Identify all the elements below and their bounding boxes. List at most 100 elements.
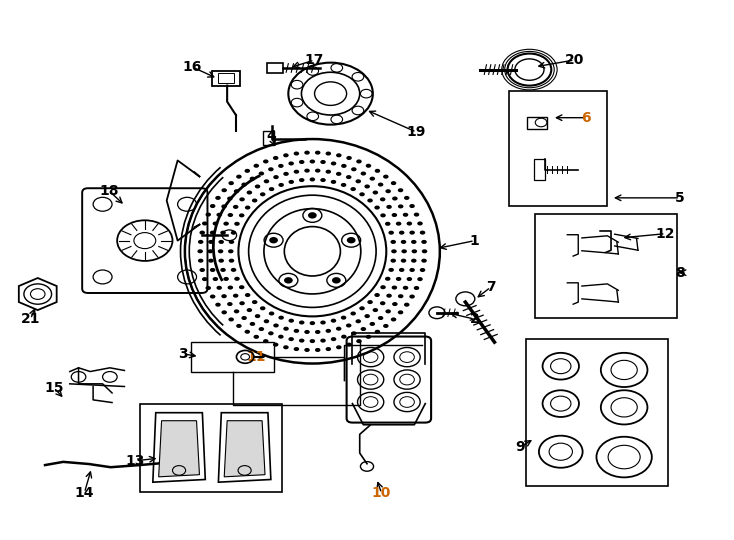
Circle shape (239, 285, 244, 289)
Bar (263, 131, 274, 145)
Circle shape (374, 169, 380, 173)
Bar (526, 340, 668, 487)
Circle shape (374, 206, 380, 210)
Circle shape (234, 277, 240, 281)
Circle shape (336, 327, 341, 330)
Circle shape (404, 302, 410, 307)
Circle shape (396, 221, 401, 226)
Circle shape (380, 285, 386, 289)
Text: 2: 2 (470, 312, 480, 326)
Circle shape (355, 319, 361, 323)
Circle shape (420, 231, 425, 235)
Circle shape (283, 172, 288, 176)
Circle shape (227, 302, 233, 306)
Circle shape (233, 294, 239, 298)
Circle shape (227, 197, 233, 200)
Circle shape (294, 152, 299, 156)
Circle shape (200, 231, 205, 235)
Bar (218, 73, 233, 83)
Circle shape (341, 335, 346, 339)
Circle shape (220, 231, 226, 235)
Circle shape (410, 231, 415, 235)
Text: 21: 21 (21, 312, 40, 326)
Circle shape (392, 302, 398, 306)
Circle shape (380, 213, 386, 218)
Circle shape (288, 319, 294, 323)
Circle shape (410, 204, 415, 208)
Circle shape (247, 191, 252, 194)
Circle shape (230, 231, 236, 235)
Circle shape (341, 315, 346, 320)
Circle shape (269, 187, 275, 191)
Circle shape (414, 213, 419, 217)
Circle shape (219, 240, 224, 244)
Circle shape (250, 322, 255, 326)
Bar (534, 159, 545, 180)
Circle shape (260, 192, 266, 197)
Circle shape (283, 153, 288, 157)
Circle shape (236, 174, 241, 179)
Circle shape (417, 221, 423, 226)
Circle shape (202, 277, 208, 281)
Circle shape (220, 268, 226, 272)
Circle shape (392, 213, 397, 217)
Circle shape (331, 161, 336, 165)
Bar (267, 63, 283, 73)
Circle shape (385, 222, 390, 226)
Circle shape (210, 294, 215, 299)
Circle shape (369, 322, 375, 326)
Bar (509, 91, 608, 206)
Circle shape (239, 197, 245, 201)
Circle shape (213, 277, 218, 281)
Circle shape (305, 168, 310, 173)
Circle shape (315, 330, 321, 334)
Circle shape (341, 164, 346, 168)
Circle shape (310, 339, 315, 343)
Circle shape (215, 196, 221, 200)
Circle shape (404, 196, 410, 200)
Circle shape (383, 324, 388, 328)
Circle shape (228, 249, 233, 253)
Circle shape (228, 213, 233, 217)
Text: 4: 4 (266, 130, 276, 144)
Circle shape (315, 168, 321, 173)
Circle shape (414, 286, 419, 290)
Circle shape (245, 293, 250, 297)
Ellipse shape (308, 212, 317, 219)
Circle shape (264, 179, 269, 184)
Circle shape (310, 178, 315, 181)
Text: 8: 8 (675, 266, 685, 280)
Circle shape (326, 152, 331, 156)
Circle shape (392, 286, 397, 289)
Bar (534, 214, 677, 318)
Circle shape (398, 204, 404, 208)
Circle shape (234, 222, 240, 226)
Circle shape (294, 329, 299, 333)
Circle shape (278, 183, 284, 187)
Circle shape (273, 342, 278, 347)
Circle shape (399, 268, 404, 272)
Circle shape (244, 169, 250, 173)
Circle shape (392, 197, 398, 200)
Text: 9: 9 (515, 441, 525, 455)
Text: 3: 3 (178, 347, 188, 361)
Circle shape (374, 293, 380, 297)
Circle shape (221, 204, 227, 208)
Bar (139, 403, 282, 492)
Circle shape (315, 348, 321, 352)
Circle shape (299, 178, 305, 182)
Circle shape (217, 286, 222, 290)
Circle shape (229, 259, 234, 262)
Circle shape (378, 183, 383, 187)
Circle shape (223, 221, 229, 226)
Circle shape (208, 249, 213, 253)
Circle shape (222, 188, 227, 192)
Circle shape (398, 188, 403, 192)
Ellipse shape (269, 237, 278, 244)
Circle shape (255, 185, 261, 188)
Text: 19: 19 (407, 125, 426, 139)
Circle shape (346, 323, 352, 328)
Text: 18: 18 (99, 184, 119, 198)
Circle shape (350, 187, 356, 191)
Circle shape (215, 302, 221, 307)
